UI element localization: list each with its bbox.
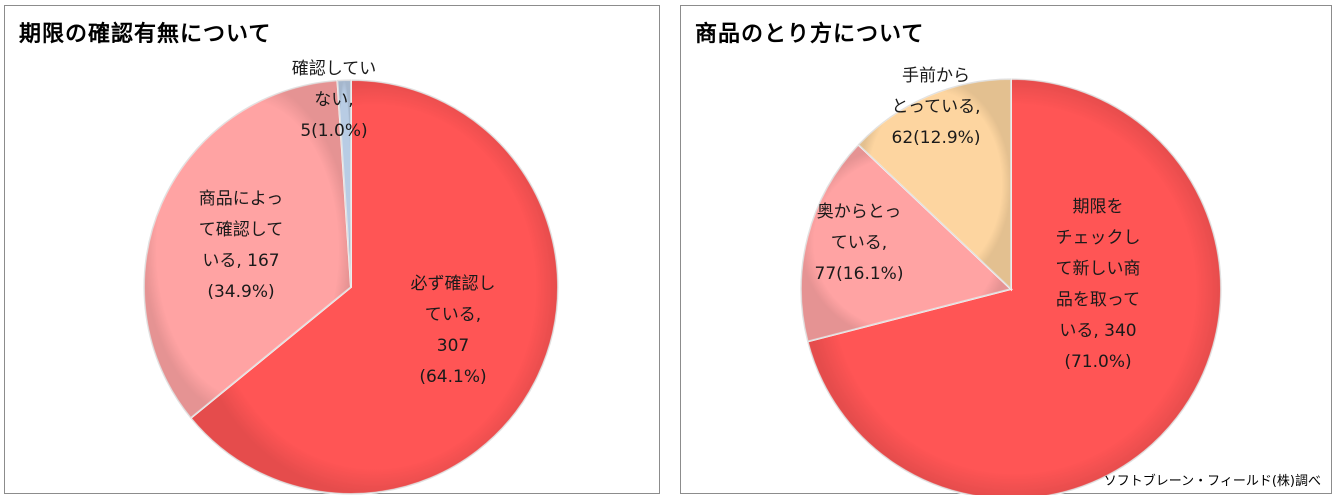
pie-chart-pick-method: 期限をチェックして新しい商品を取っている, 340 (71.0%) 奥からとっている…	[800, 66, 1222, 495]
pie-slice-shading	[806, 78, 1222, 495]
slice-label: 商品によって確認している, 167 (34.9%)	[199, 189, 284, 302]
pie-slice-shading	[336, 79, 352, 288]
slice-label: 奥からとっている, 77(16.1%)	[815, 202, 904, 284]
pie-chart-confirmation: 必ず確認している, 307 (64.1%) 商品によって確認している, 167 (34.…	[143, 59, 559, 495]
slice-label: 期限をチェックして新しい商品を取っている, 340 (71.0%)	[1056, 197, 1141, 372]
source-credit: ソフトブレーン・フィールド(株)調べ	[1103, 474, 1321, 489]
slice-label: 必ず確認している, 307 (64.1%)	[411, 274, 496, 387]
pie-slice-shading	[857, 78, 1012, 291]
pie-slice-shading	[800, 143, 1013, 343]
slice-label: 確認していない, 5(1.0%)	[292, 59, 377, 141]
chart-panel-pick-method: 商品のとり方について 期限をチェックして新しい商品を取っている, 340 (71.…	[680, 5, 1332, 495]
slice-label: 手前からとっている, 62(12.9%)	[891, 66, 980, 148]
pie-slice-shading	[143, 79, 352, 419]
pie-slice-shading	[189, 79, 559, 495]
chart-title: 期限の確認有無について	[19, 22, 272, 47]
chart-title: 商品のとり方について	[695, 22, 925, 47]
chart-panel-confirmation: 期限の確認有無について 必ず確認している, 307 (64.1%) 商品によって確認し…	[4, 5, 660, 495]
